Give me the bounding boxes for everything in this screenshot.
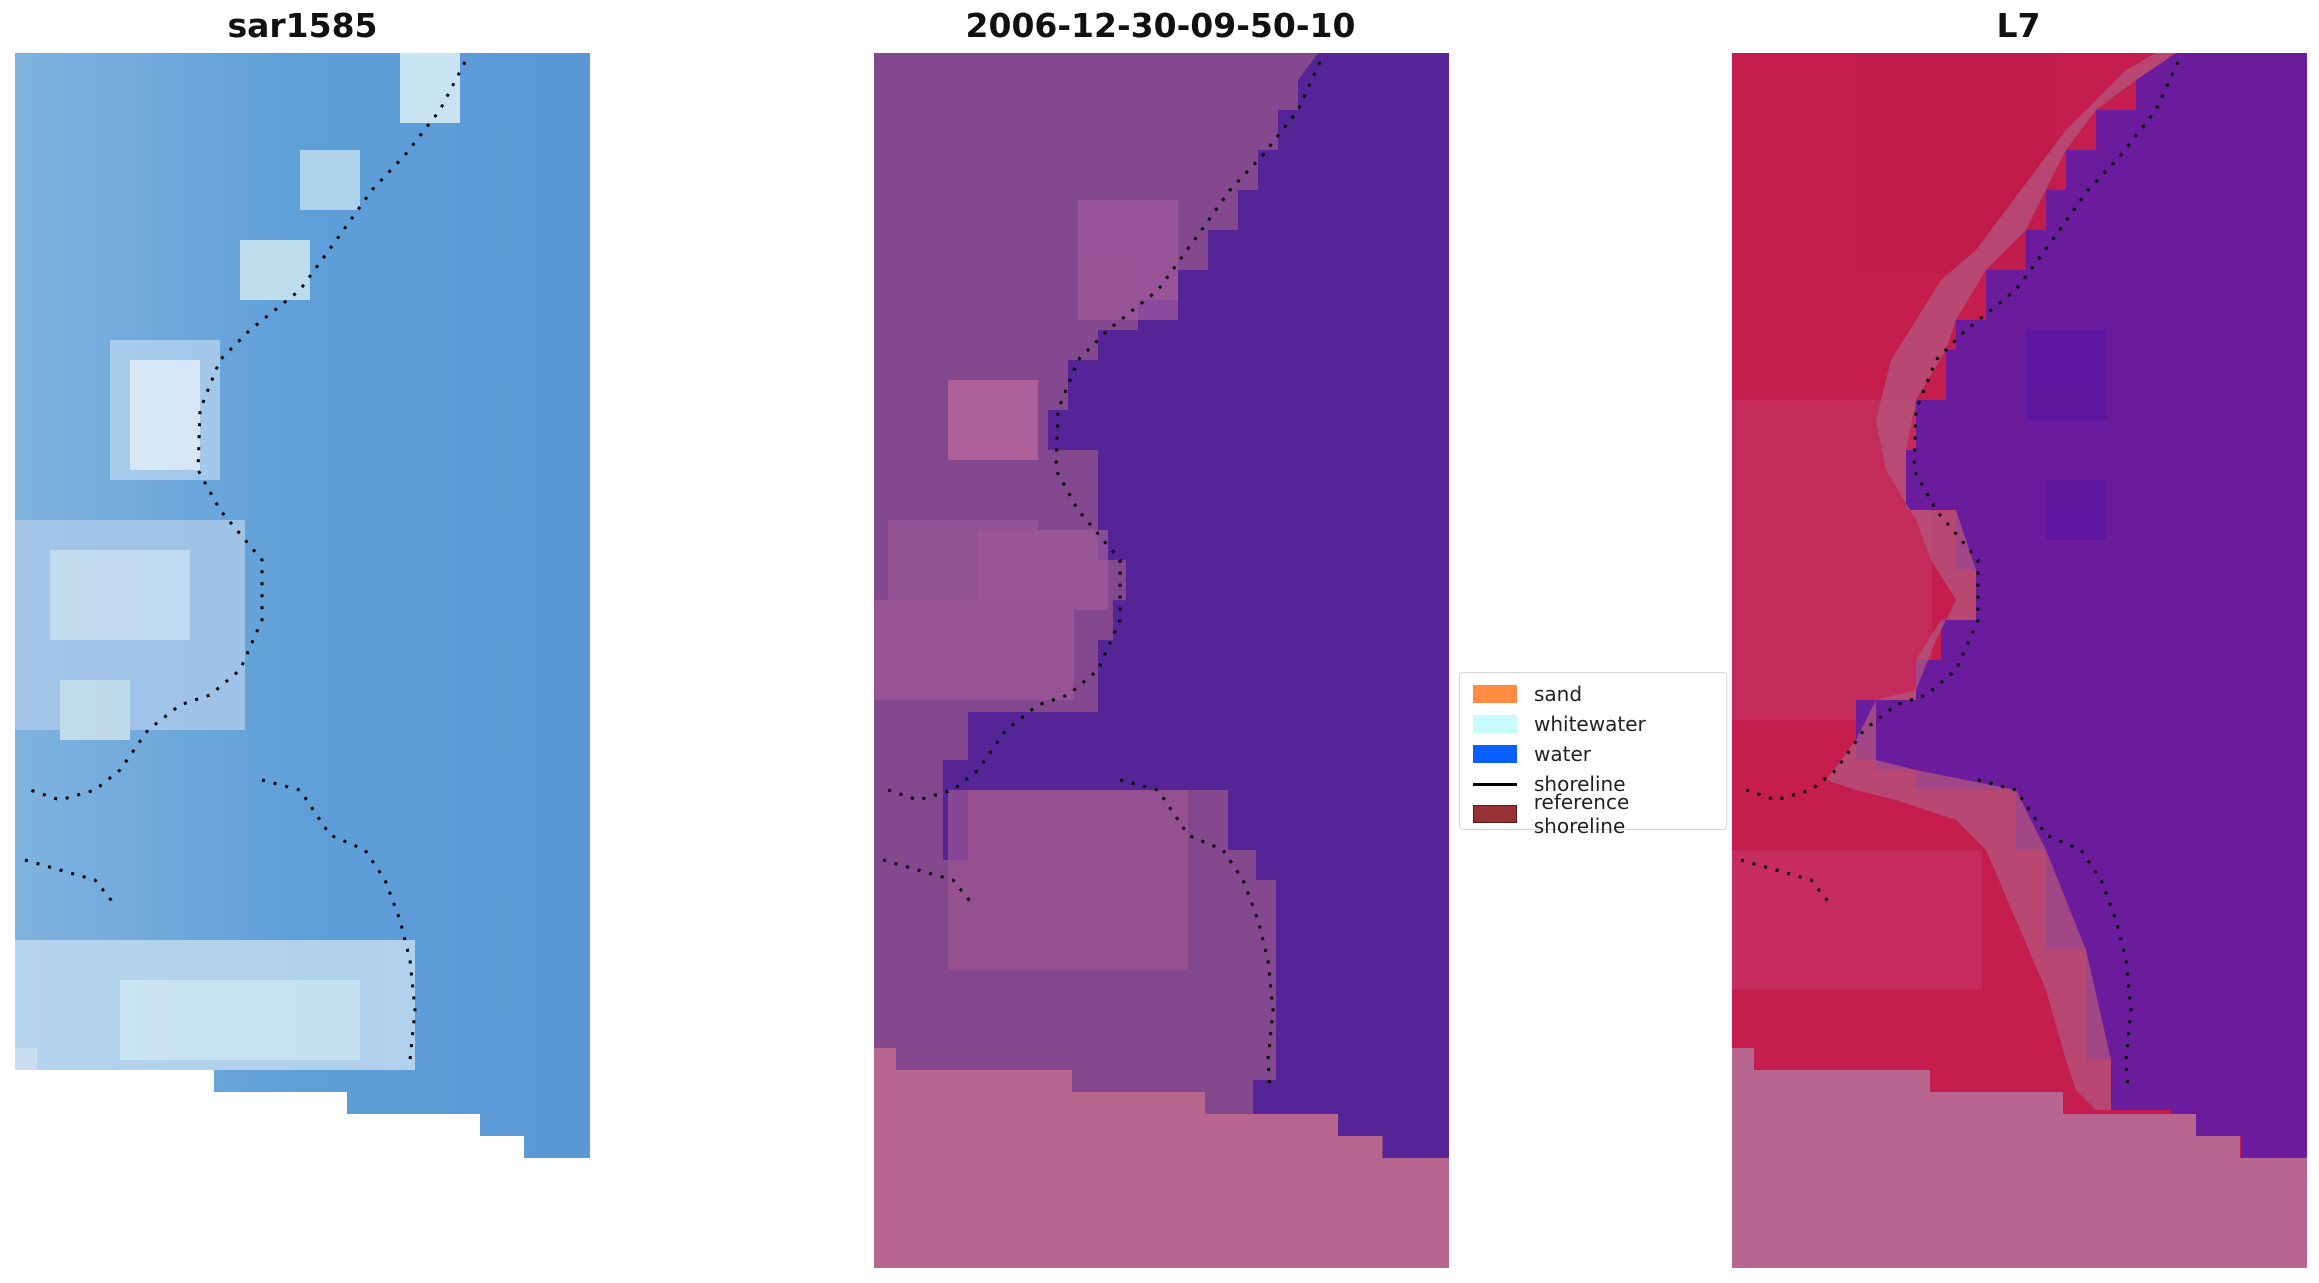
legend-item-shoreline: shoreline <box>1466 769 1726 799</box>
l7-water-region <box>1856 53 2307 1158</box>
rgb-image <box>15 53 590 1158</box>
rgb-image-area <box>15 53 590 1158</box>
classified-sand-region <box>874 1048 1449 1268</box>
legend-item-reference-shoreline: reference shoreline <box>1466 790 1726 838</box>
legend-item-whitewater: whitewater <box>1466 709 1726 739</box>
legend-label-whitewater: whitewater <box>1534 712 1646 736</box>
legend-label-reference-shoreline: reference shoreline <box>1533 790 1630 838</box>
legend-swatch-sand <box>1473 685 1517 703</box>
legend-label-sand: sand <box>1534 682 1583 706</box>
panel-title-rgb: sar1585 <box>227 6 378 45</box>
legend-label-shoreline: shoreline <box>1534 772 1626 796</box>
classified-image <box>874 53 1449 1268</box>
l7-image <box>1732 53 2307 1268</box>
panel-title-classified: 2006-12-30-09-50-10 <box>965 6 1356 45</box>
panel-title-l7: L7 <box>1996 6 2041 45</box>
legend-swatch-whitewater <box>1473 715 1517 733</box>
legend-swatch-water <box>1473 745 1517 763</box>
legend-item-water: water <box>1466 739 1726 769</box>
legend-line-shoreline <box>1473 782 1517 786</box>
legend-item-sand: sand <box>1466 679 1726 709</box>
legend: sand whitewater water shoreline referenc… <box>1459 672 1727 838</box>
classified-water-region <box>943 53 1449 1158</box>
l7-nodata-region <box>1732 1048 2307 1268</box>
legend-swatch-reference-shoreline <box>1473 805 1517 823</box>
legend-label-water: water <box>1534 742 1591 766</box>
